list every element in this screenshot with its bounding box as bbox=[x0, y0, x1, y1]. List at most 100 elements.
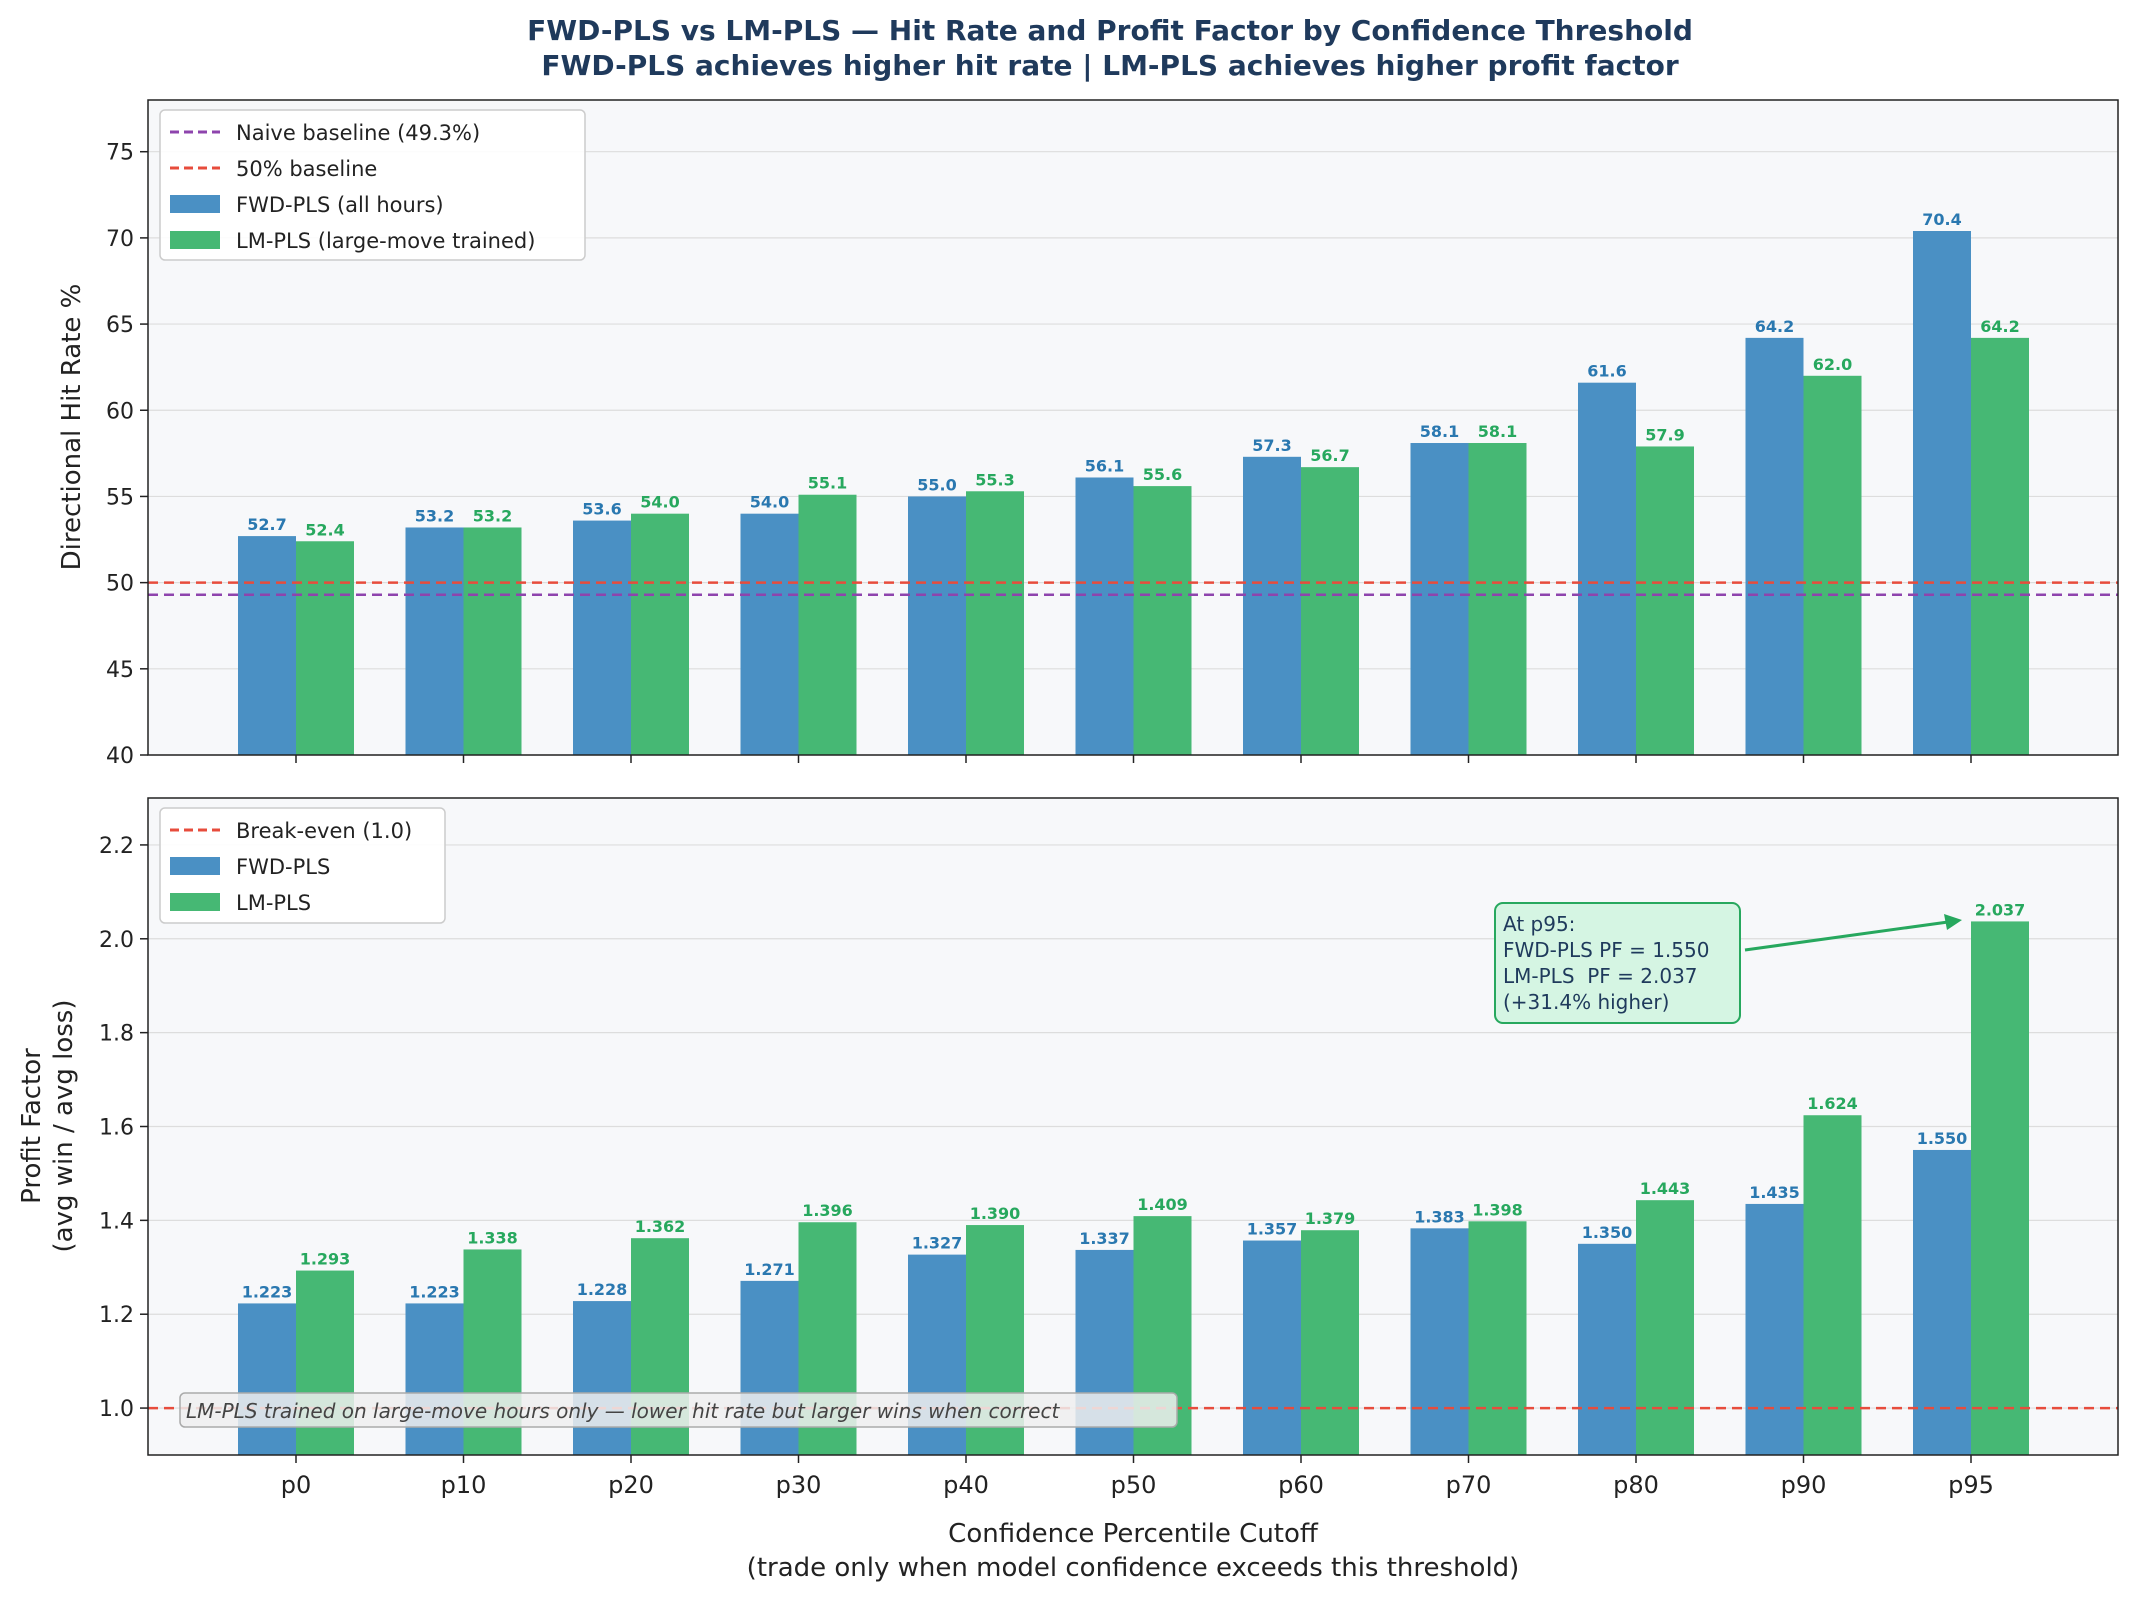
y-tick-label: 1.6 bbox=[99, 1116, 134, 1141]
profit-factor-label-fwd: 1.271 bbox=[744, 1260, 795, 1279]
profit-factor-label-lm: 1.398 bbox=[1472, 1200, 1523, 1219]
y-tick-label: 60 bbox=[106, 399, 134, 424]
profit-factor-bar-fwd bbox=[1745, 1203, 1804, 1455]
x-tick-label: p20 bbox=[608, 1471, 654, 1499]
y-tick-label: 70 bbox=[106, 227, 134, 252]
profit-factor-x-ticks: p0 p10 p20 p30 p40 p50 p60 p70 p80 p90 p95 bbox=[281, 1455, 1994, 1499]
profit-factor-bar-fwd bbox=[238, 1303, 296, 1455]
hit-rate-legend: Naive baseline (49.3%) 50% baseline FWD-… bbox=[159, 109, 586, 261]
profit-factor-label-lm: 1.396 bbox=[802, 1201, 853, 1220]
annotation-line-1: At p95: bbox=[1503, 912, 1575, 936]
x-tick-label: p90 bbox=[1781, 1471, 1827, 1499]
hit-rate-bar-lm bbox=[296, 541, 354, 755]
hit-rate-bar-lm bbox=[798, 494, 857, 755]
hit-rate-label-fwd: 53.6 bbox=[582, 500, 621, 519]
legend-lm-label: LM-PLS (large-move trained) bbox=[236, 229, 535, 253]
profit-factor-panel: 1.223 1.223 1.228 1.271 1.327 1.337 1.357 1.383… bbox=[17, 797, 2119, 1499]
footnote-text: LM-PLS trained on large-move hours only … bbox=[186, 1399, 1060, 1423]
profit-factor-label-fwd: 1.435 bbox=[1749, 1183, 1800, 1202]
profit-factor-label-fwd: 1.383 bbox=[1414, 1207, 1465, 1226]
hit-rate-label-lm: 56.7 bbox=[1310, 446, 1349, 465]
hit-rate-bar-fwd bbox=[908, 496, 966, 755]
x-tick-label: p50 bbox=[1111, 1471, 1157, 1499]
hit-rate-label-lm: 55.6 bbox=[1143, 465, 1182, 484]
profit-factor-legend: Break-even (1.0) FWD-PLS LM-PLS bbox=[159, 807, 446, 924]
x-axis-label: Confidence Percentile Cutoff bbox=[948, 1519, 1319, 1549]
y-tick-label: 75 bbox=[106, 141, 134, 166]
y-tick-label: 65 bbox=[106, 313, 134, 338]
hit-rate-bar-fwd bbox=[238, 536, 296, 755]
legend-naive-label: Naive baseline (49.3%) bbox=[236, 121, 480, 145]
annotation-line-4: (+31.4% higher) bbox=[1503, 990, 1669, 1014]
x-tick-label: p60 bbox=[1278, 1471, 1324, 1499]
hit-rate-bar-fwd bbox=[573, 520, 631, 755]
x-tick-label: p40 bbox=[943, 1471, 989, 1499]
profit-factor-label-fwd: 1.223 bbox=[242, 1282, 293, 1301]
annotation-arrowhead bbox=[1944, 914, 1962, 930]
profit-factor-label-fwd: 1.228 bbox=[577, 1280, 628, 1299]
hit-rate-bar-lm bbox=[1133, 486, 1192, 755]
profit-factor-bar-fwd bbox=[1913, 1149, 1971, 1455]
hit-rate-label-lm: 52.4 bbox=[305, 520, 344, 539]
profit-factor-bar-lm bbox=[1971, 921, 2029, 1455]
x-tick-label: p80 bbox=[1613, 1471, 1659, 1499]
profit-factor-label-lm: 1.624 bbox=[1807, 1094, 1858, 1113]
profit-factor-label-lm: 1.362 bbox=[635, 1217, 686, 1236]
x-tick-label: p95 bbox=[1948, 1471, 1994, 1499]
hit-rate-bar-fwd bbox=[1745, 337, 1804, 755]
x-tick-label: p30 bbox=[776, 1471, 822, 1499]
x-tick-label: p0 bbox=[281, 1471, 312, 1499]
profit-factor-label-lm: 1.293 bbox=[300, 1250, 351, 1269]
hit-rate-label-lm: 55.1 bbox=[808, 474, 847, 493]
hit-rate-label-fwd: 55.0 bbox=[917, 475, 956, 494]
x-axis-sublabel: (trade only when model confidence exceed… bbox=[747, 1553, 1520, 1583]
profit-factor-bar-fwd bbox=[1243, 1240, 1301, 1455]
hit-rate-y-axis-label: Directional Hit Rate % bbox=[57, 284, 87, 571]
legend-fwd-label: FWD-PLS (all hours) bbox=[236, 193, 444, 217]
hit-rate-bar-fwd bbox=[1913, 231, 1971, 755]
hit-rate-bar-lm bbox=[631, 513, 689, 755]
profit-factor-label-fwd: 1.350 bbox=[1582, 1223, 1633, 1242]
annotation-arrow bbox=[1744, 920, 1949, 952]
hit-rate-label-fwd: 52.7 bbox=[247, 515, 286, 534]
profit-factor-label-fwd: 1.357 bbox=[1247, 1220, 1298, 1239]
hit-rate-label-fwd: 70.4 bbox=[1922, 210, 1961, 229]
footnote-box: LM-PLS trained on large-move hours only … bbox=[179, 1392, 1178, 1428]
profit-factor-label-lm: 1.390 bbox=[970, 1204, 1021, 1223]
hit-rate-label-lm: 62.0 bbox=[1813, 355, 1852, 374]
hit-rate-bar-lm bbox=[1636, 446, 1694, 755]
profit-factor-bar-lm bbox=[1636, 1200, 1694, 1455]
hit-rate-label-fwd: 54.0 bbox=[750, 493, 789, 512]
hit-rate-x-tickmarks bbox=[295, 755, 1972, 763]
hit-rate-bar-lm bbox=[1971, 337, 2029, 755]
profit-factor-bar-lm bbox=[1803, 1115, 1862, 1455]
annotation-line-2: FWD-PLS PF = 1.550 bbox=[1503, 938, 1709, 962]
y-tick-label: 1.4 bbox=[99, 1209, 134, 1234]
y-tick-label: 2.0 bbox=[99, 928, 134, 953]
profit-factor-label-fwd: 1.223 bbox=[409, 1282, 460, 1301]
y-tick-label: 55 bbox=[106, 485, 134, 510]
profit-factor-label-lm: 1.338 bbox=[467, 1228, 518, 1247]
hit-rate-label-fwd: 56.1 bbox=[1085, 456, 1124, 475]
profit-factor-bar-fwd bbox=[740, 1280, 799, 1455]
profit-factor-bar-fwd bbox=[573, 1301, 631, 1455]
y-tick-label: 40 bbox=[106, 744, 134, 769]
hit-rate-bar-fwd bbox=[405, 527, 464, 755]
legend-fwd-pf-label: FWD-PLS bbox=[236, 855, 330, 879]
profit-factor-label-lm: 1.409 bbox=[1137, 1195, 1188, 1214]
hit-rate-label-lm: 64.2 bbox=[1980, 317, 2019, 336]
legend-lm-pf-label: LM-PLS bbox=[236, 891, 311, 915]
x-tick-label: p10 bbox=[441, 1471, 487, 1499]
hit-rate-label-lm: 53.2 bbox=[473, 506, 512, 525]
y-tick-label: 1.2 bbox=[99, 1303, 134, 1328]
legend-lm-pf-swatch bbox=[170, 893, 220, 911]
hit-rate-bar-lm bbox=[463, 527, 522, 755]
hit-rate-bar-lm bbox=[1803, 375, 1862, 755]
hit-rate-bar-fwd bbox=[1578, 382, 1636, 755]
hit-rate-reference-lines bbox=[148, 581, 2118, 596]
profit-factor-bar-lm bbox=[1301, 1230, 1359, 1455]
hit-rate-bars: 52.7 53.2 53.6 54.0 55.0 56.1 57.3 58.1 61.6 64.2… bbox=[238, 210, 2029, 755]
profit-factor-label-fwd: 1.337 bbox=[1079, 1229, 1130, 1248]
hit-rate-bar-lm bbox=[1301, 467, 1359, 755]
hit-rate-bar-fwd bbox=[1075, 477, 1134, 755]
